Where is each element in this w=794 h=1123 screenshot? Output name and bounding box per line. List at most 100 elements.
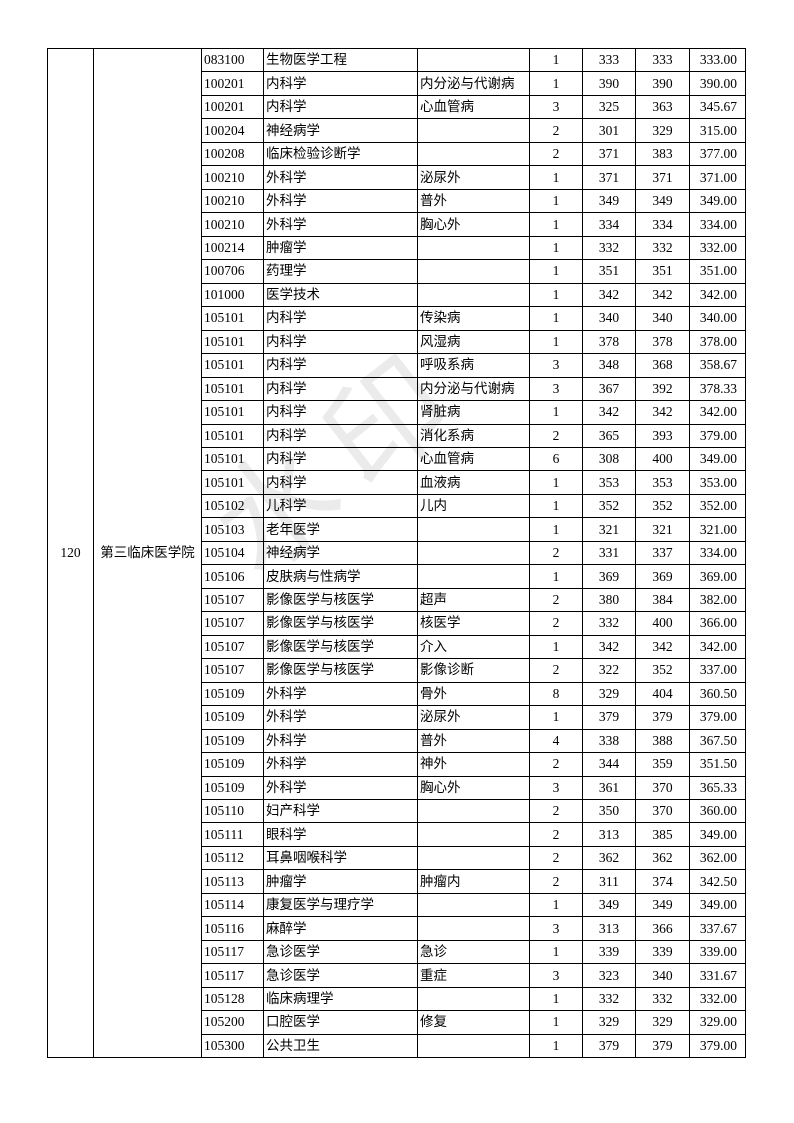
research-direction-cell [417, 47, 530, 73]
research-direction-cell [417, 141, 530, 167]
major-code-cell: 105109 [201, 775, 264, 801]
avg-score-cell: 367.50 [689, 728, 746, 754]
table-row: 105101 内科学 呼吸系病 3 348 368 358.67 [48, 353, 746, 378]
major-name-cell: 临床检验诊断学 [263, 141, 418, 167]
min-score-cell: 342 [582, 282, 636, 308]
admitted-count-cell: 6 [529, 446, 583, 472]
max-score-cell: 359 [635, 752, 690, 777]
major-name-cell: 影像医学与核医学 [263, 658, 418, 683]
avg-score-cell: 332.00 [689, 986, 746, 1012]
admitted-count-cell: 8 [529, 681, 583, 707]
max-score-cell: 400 [635, 611, 690, 636]
major-code-cell: 105101 [201, 470, 264, 495]
major-code-cell: 105107 [201, 658, 264, 683]
research-direction-cell: 神外 [417, 752, 530, 777]
avg-score-cell: 349.00 [689, 892, 746, 918]
max-score-cell: 400 [635, 446, 690, 472]
admitted-count-cell: 1 [529, 470, 583, 495]
avg-score-cell: 369.00 [689, 564, 746, 589]
major-name-cell: 医学技术 [263, 282, 418, 308]
avg-score-cell: 337.67 [689, 916, 746, 941]
table-row: 105116 麻醉学 3 313 366 337.67 [48, 916, 746, 941]
table-row: 105101 内科学 传染病 1 340 340 340.00 [48, 306, 746, 331]
major-code-cell: 105111 [201, 822, 264, 847]
table-row: 105106 皮肤病与性病学 1 369 369 369.00 [48, 564, 746, 589]
table-row: 105112 耳鼻咽喉科学 2 362 362 362.00 [48, 845, 746, 871]
table-row: 105107 影像医学与核医学 影像诊断 2 322 352 337.00 [48, 658, 746, 683]
table-row: 105110 妇产科学 2 350 370 360.00 [48, 798, 746, 824]
admitted-count-cell: 1 [529, 329, 583, 355]
research-direction-cell: 胸心外 [417, 775, 530, 801]
research-direction-cell [417, 798, 530, 824]
admitted-count-cell: 4 [529, 728, 583, 754]
admitted-count-cell: 1 [529, 71, 583, 96]
major-code-cell: 105116 [201, 916, 264, 941]
major-name-cell: 康复医学与理疗学 [263, 892, 418, 918]
min-score-cell: 313 [582, 822, 636, 847]
major-code-cell: 105104 [201, 540, 264, 566]
max-score-cell: 339 [635, 939, 690, 965]
avg-score-cell: 351.00 [689, 259, 746, 284]
research-direction-cell: 普外 [417, 728, 530, 754]
avg-score-cell: 342.00 [689, 634, 746, 660]
admitted-count-cell: 3 [529, 775, 583, 801]
admitted-count-cell: 1 [529, 282, 583, 308]
max-score-cell: 368 [635, 353, 690, 378]
table-row: 105103 老年医学 1 321 321 321.00 [48, 517, 746, 542]
major-name-cell: 麻醉学 [263, 916, 418, 941]
avg-score-cell: 342.50 [689, 869, 746, 894]
max-score-cell: 379 [635, 1033, 690, 1059]
admitted-count-cell: 1 [529, 259, 583, 284]
research-direction-cell [417, 235, 530, 261]
admitted-count-cell: 2 [529, 798, 583, 824]
major-code-cell: 105101 [201, 329, 264, 355]
major-name-cell: 临床病理学 [263, 986, 418, 1012]
major-code-cell: 105109 [201, 752, 264, 777]
major-name-cell: 口腔医学 [263, 1010, 418, 1035]
major-name-cell: 外科学 [263, 165, 418, 190]
min-score-cell: 379 [582, 705, 636, 730]
research-direction-cell: 风湿病 [417, 329, 530, 355]
major-code-cell: 105107 [201, 587, 264, 613]
major-code-cell: 100706 [201, 259, 264, 284]
admitted-count-cell: 1 [529, 634, 583, 660]
research-direction-cell: 介入 [417, 634, 530, 660]
table-row: 100210 外科学 胸心外 1 334 334 334.00 [48, 212, 746, 237]
major-code-cell: 105103 [201, 517, 264, 542]
major-code-cell: 105110 [201, 798, 264, 824]
major-code-cell: 100210 [201, 165, 264, 190]
table-row: 100210 外科学 普外 1 349 349 349.00 [48, 188, 746, 214]
min-score-cell: 349 [582, 188, 636, 214]
avg-score-cell: 349.00 [689, 446, 746, 472]
admitted-count-cell: 1 [529, 47, 583, 73]
research-direction-cell [417, 916, 530, 941]
major-code-cell: 105117 [201, 939, 264, 965]
avg-score-cell: 360.50 [689, 681, 746, 707]
table-row: 105101 内科学 风湿病 1 378 378 378.00 [48, 329, 746, 355]
admitted-count-cell: 1 [529, 493, 583, 519]
research-direction-cell: 内分泌与代谢病 [417, 71, 530, 96]
max-score-cell: 342 [635, 400, 690, 425]
avg-score-cell: 362.00 [689, 845, 746, 871]
admitted-count-cell: 1 [529, 705, 583, 730]
max-score-cell: 384 [635, 587, 690, 613]
min-score-cell: 369 [582, 564, 636, 589]
min-score-cell: 351 [582, 259, 636, 284]
major-code-cell: 100210 [201, 188, 264, 214]
min-score-cell: 333 [582, 47, 636, 73]
major-name-cell: 内科学 [263, 94, 418, 120]
avg-score-cell: 342.00 [689, 282, 746, 308]
admitted-count-cell: 1 [529, 306, 583, 331]
max-score-cell: 362 [635, 845, 690, 871]
major-name-cell: 药理学 [263, 259, 418, 284]
max-score-cell: 329 [635, 118, 690, 143]
min-score-cell: 342 [582, 400, 636, 425]
min-score-cell: 344 [582, 752, 636, 777]
table-row: 105101 内科学 肾脏病 1 342 342 342.00 [48, 400, 746, 425]
min-score-cell: 331 [582, 540, 636, 566]
major-name-cell: 外科学 [263, 681, 418, 707]
avg-score-cell: 333.00 [689, 47, 746, 73]
table-row: 105107 影像医学与核医学 核医学 2 332 400 366.00 [48, 611, 746, 636]
min-score-cell: 334 [582, 212, 636, 237]
major-code-cell: 105101 [201, 353, 264, 378]
